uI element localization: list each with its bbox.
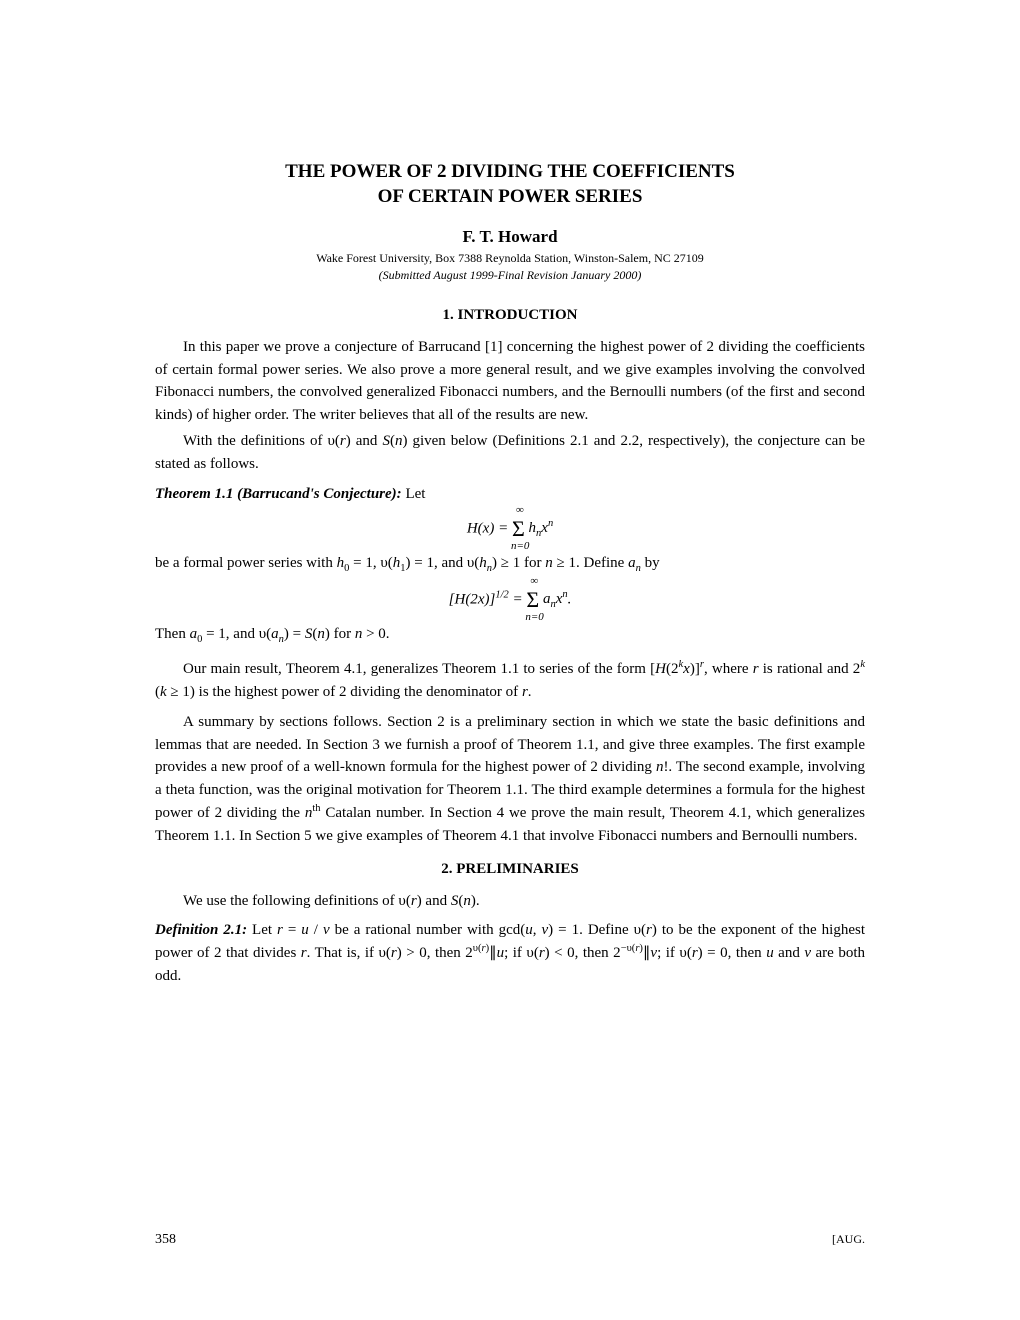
theorem-1-1-let: Let [402,486,426,502]
paragraph-5: We use the following definitions of υ(r)… [155,890,865,913]
section-heading-1: 1. INTRODUCTION [155,307,865,324]
page-number: 358 [155,1232,176,1248]
submitted-note: (Submitted August 1999-Final Revision Ja… [155,268,865,283]
author-name: F. T. Howard [155,227,865,247]
page-footer: 358 [AUG. [155,1232,865,1248]
title-line2: OF CERTAIN POWER SERIES [378,186,643,207]
section-heading-2: 2. PRELIMINARIES [155,861,865,878]
paragraph-4: A summary by sections follows. Section 2… [155,711,865,847]
issue-label: [AUG. [832,1232,865,1248]
title-line1: THE POWER OF 2 DIVIDING THE COEFFICIENTS [285,161,735,182]
theorem-1-1: Theorem 1.1 (Barrucand's Conjecture): Le… [155,483,865,506]
equation-2: [H(2x)]1/2 = ∞ Σ n=0 anxn. [155,587,865,613]
equation-1: H(x) = ∞ Σ n=0 hnxn [155,516,865,542]
paper-page: THE POWER OF 2 DIVIDING THE COEFFICIENTS… [0,0,1020,1051]
theorem-1-1-end: Then a0 = 1, and υ(an) = S(n) for n > 0. [155,623,865,648]
paper-title: THE POWER OF 2 DIVIDING THE COEFFICIENTS… [155,160,865,209]
paragraph-2: With the definitions of υ(r) and S(n) gi… [155,430,865,475]
definition-2-1: Definition 2.1: Let r = u / v be a ratio… [155,919,865,988]
affiliation: Wake Forest University, Box 7388 Reynold… [155,251,865,266]
definition-2-1-label: Definition 2.1: [155,922,247,938]
paragraph-1: In this paper we prove a conjecture of B… [155,336,865,426]
paragraph-3: Our main result, Theorem 4.1, generalize… [155,657,865,703]
theorem-1-1-label: Theorem 1.1 (Barrucand's Conjecture): [155,486,402,502]
theorem-1-1-cont: be a formal power series with h0 = 1, υ(… [155,552,865,577]
